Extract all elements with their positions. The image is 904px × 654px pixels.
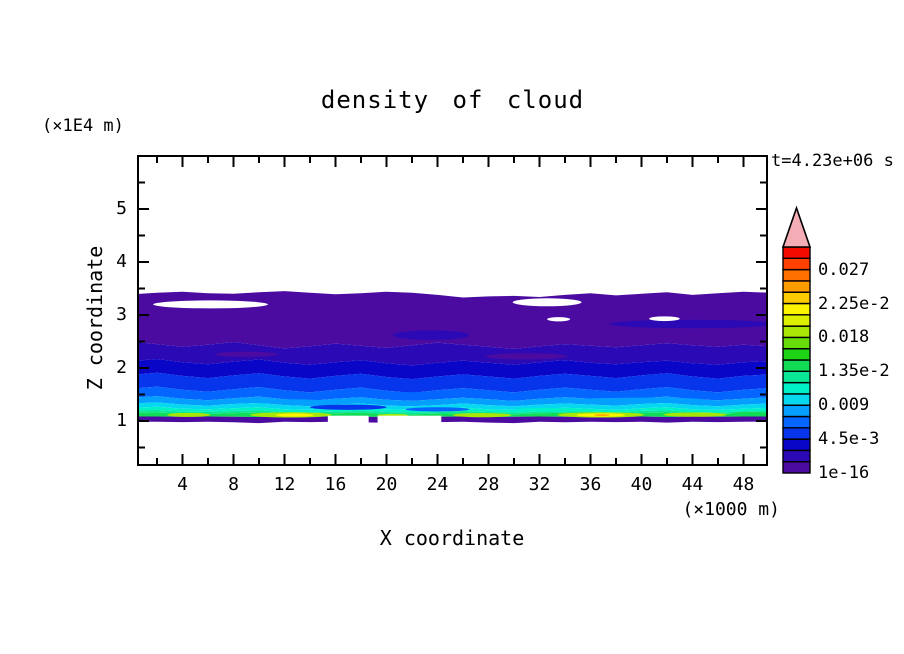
- x-axis-title: X coordinate: [379, 526, 525, 550]
- x-tick-label: 24: [426, 474, 449, 495]
- colorbar-tick-label: 0.018: [818, 327, 870, 348]
- colorbar-tick-label: 4.5e-3: [818, 429, 880, 450]
- x-tick-label: 4: [177, 474, 188, 495]
- z-tick-label: 1: [116, 410, 127, 431]
- x-tick-label: 40: [630, 474, 653, 495]
- z-axis-unit-label: (×1E4 m): [42, 116, 124, 136]
- x-axis-unit-label: (×1000 m): [682, 499, 780, 520]
- z-tick-label: 3: [116, 304, 127, 325]
- colorbar-tick-label: 1e-16: [818, 463, 870, 483]
- z-tick-label: 5: [116, 198, 127, 219]
- x-tick-label: 32: [528, 474, 551, 495]
- colorbar-tick-label: 1.35e-2: [818, 361, 890, 382]
- x-tick-label: 36: [579, 474, 602, 495]
- x-tick-label: 8: [228, 474, 239, 495]
- colorbar-tick-label: 0.009: [818, 395, 870, 416]
- x-tick-label: 20: [375, 474, 398, 495]
- contour-plot-area: [137, 155, 768, 466]
- x-tick-label: 28: [477, 474, 500, 495]
- x-tick-label: 12: [273, 474, 296, 495]
- x-tick-label: 16: [324, 474, 347, 495]
- x-tick-label: 44: [681, 474, 704, 495]
- z-tick-label: 4: [116, 251, 127, 272]
- x-tick-label: 48: [732, 474, 755, 495]
- colorbar-tick-label: 2.25e-2: [818, 293, 890, 314]
- z-tick-label: 2: [116, 357, 127, 378]
- colorbar: [781, 205, 812, 474]
- page-title: density of cloud: [320, 86, 585, 114]
- colorbar-tick-label: 0.027: [818, 259, 870, 280]
- time-label: t=4.23e+06 s: [771, 151, 894, 171]
